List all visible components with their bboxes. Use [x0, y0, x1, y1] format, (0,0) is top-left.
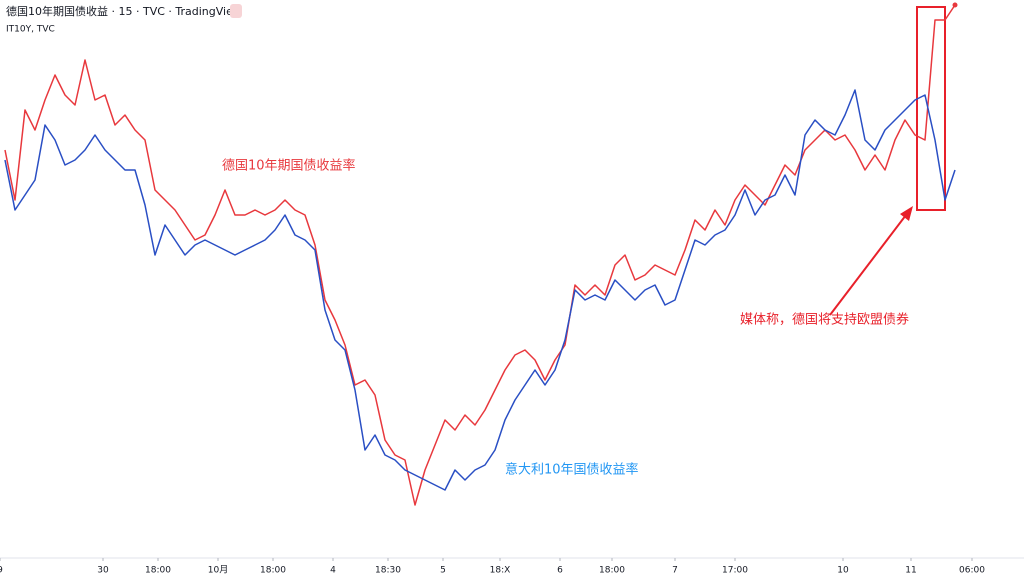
chart-title: 德国10年期国债收益 · 15 · TVC · TradingView [6, 4, 242, 18]
x-tick-label: 11 [905, 566, 916, 576]
x-tick-label: 30 [97, 566, 109, 576]
x-tick-label: 9 [0, 566, 3, 576]
x-tick-label: 7 [672, 566, 678, 576]
x-tick-label: 5 [440, 566, 446, 576]
x-tick-label: 18:00 [599, 566, 625, 576]
x-tick-label: 18:00 [145, 566, 171, 576]
x-tick-label: 4 [330, 566, 336, 576]
arrow-head [900, 206, 913, 221]
x-tick-label: 6 [557, 566, 563, 576]
x-tick-label: 18:00 [260, 566, 286, 576]
series-line [4, 89, 956, 491]
x-tick-label: 06:00 [959, 566, 985, 576]
highlight-box [916, 6, 946, 211]
series-line [4, 4, 956, 506]
annotation: 媒体称，德国将支持欧盟债券 [740, 312, 909, 328]
chart-subtitle: IT10Y, TVC [6, 25, 55, 35]
last-point [952, 2, 958, 8]
series-label: 意大利10年国债收益率 [505, 462, 639, 478]
x-tick-label: 10 [837, 566, 849, 576]
arrow-line [829, 214, 907, 316]
x-tick-label: 10月 [208, 565, 228, 576]
x-tick-label: 18:30 [375, 566, 401, 576]
x-tick-label: 18:X [490, 566, 511, 576]
x-tick-label: 17:00 [722, 566, 748, 576]
series-label: 德国10年期国债收益率 [222, 158, 356, 174]
status-icon[interactable] [230, 4, 242, 18]
